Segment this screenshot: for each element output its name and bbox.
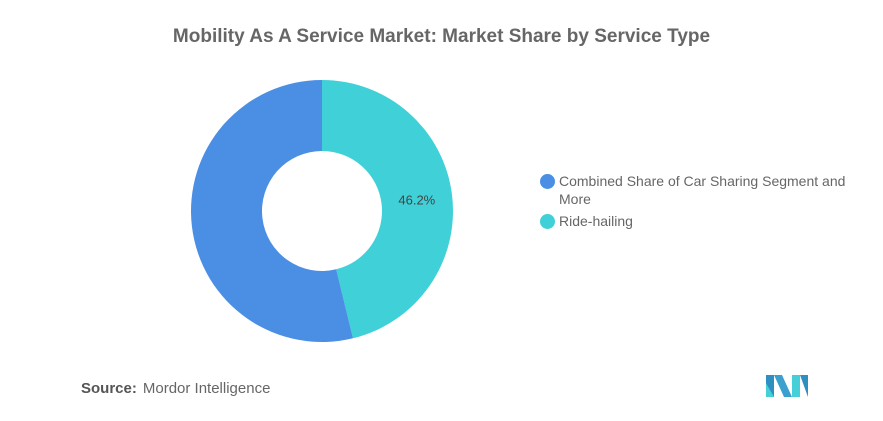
legend-label: Combined Share of Car Sharing Segment an… (559, 173, 846, 207)
legend-label: Ride-hailing (559, 213, 633, 229)
legend-marker (540, 174, 555, 189)
source-note: Source: Mordor Intelligence (81, 380, 270, 397)
slice-0[interactable] (322, 80, 454, 339)
mordor-logo-icon (766, 375, 808, 397)
chart-title: Mobility As A Service Market: Market Sha… (172, 26, 711, 47)
legend-marker (540, 214, 555, 229)
legend-item-car-sharing[interactable]: Combined Share of Car Sharing Segment an… (540, 172, 860, 208)
slice-1[interactable] (191, 80, 353, 342)
data-label-0: 46.2% (398, 193, 435, 208)
source-label: Source: (81, 380, 137, 397)
legend: Combined Share of Car Sharing Segment an… (540, 172, 860, 234)
legend-item-ride-hailing[interactable]: Ride-hailing (540, 212, 860, 230)
source-value: Mordor Intelligence (142, 380, 271, 397)
